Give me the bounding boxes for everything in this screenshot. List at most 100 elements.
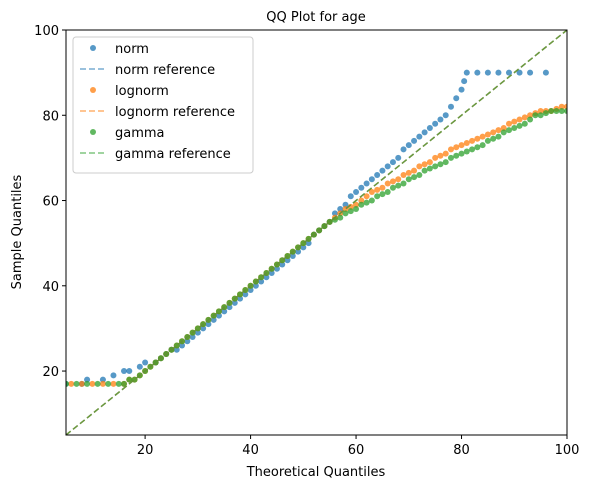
legend: norm norm reference lognorm lognorm referen…	[72, 36, 254, 174]
gamma-point	[342, 210, 349, 217]
gamma-point	[374, 193, 381, 200]
gamma-point	[411, 174, 418, 181]
legend-label: norm	[115, 42, 149, 57]
norm-point	[84, 376, 91, 383]
norm-point	[279, 261, 286, 268]
gamma-point	[500, 129, 507, 136]
norm-point	[400, 146, 407, 153]
norm-point	[289, 252, 296, 259]
gamma-point	[495, 133, 502, 140]
norm-point	[121, 368, 128, 375]
gamma-point	[548, 108, 555, 114]
norm-point	[205, 321, 212, 328]
norm-point	[173, 346, 180, 353]
norm-point	[273, 265, 280, 272]
norm-point	[426, 125, 433, 132]
norm-point	[226, 304, 233, 311]
lognorm-point	[469, 137, 476, 144]
norm-point	[258, 278, 265, 285]
gamma-point	[479, 142, 486, 149]
lognorm-point	[479, 133, 486, 140]
lognorm-point	[537, 108, 544, 114]
lognorm-point	[400, 171, 407, 178]
lognorm-point	[558, 103, 565, 110]
gamma-point	[426, 165, 433, 172]
gamma-point	[521, 120, 528, 127]
gamma-point	[537, 112, 544, 119]
norm-point	[194, 329, 201, 336]
norm-point	[474, 69, 481, 76]
norm-point	[184, 338, 191, 345]
lognorm-point	[474, 135, 481, 142]
gamma-point	[553, 108, 560, 114]
lognorm-point	[78, 380, 85, 387]
lognorm-point	[458, 142, 465, 149]
axis-ticks: 20 40 60 80 100 20 40 60 80 100	[34, 24, 579, 458]
gamma-point	[73, 380, 80, 387]
lognorm-point	[442, 150, 449, 157]
norm-point	[463, 69, 470, 76]
lognorm-point	[432, 154, 439, 161]
norm-point	[516, 69, 523, 76]
norm-point	[305, 240, 312, 247]
norm-point	[395, 154, 402, 161]
norm-point	[237, 295, 244, 302]
norm-point	[300, 244, 307, 251]
norm-point	[126, 368, 133, 375]
gamma-point	[126, 376, 133, 383]
gamma-point	[542, 110, 549, 117]
gamma-point	[368, 197, 375, 204]
gamma-point	[121, 380, 128, 387]
lognorm-point	[99, 380, 106, 387]
norm-point	[368, 176, 375, 183]
lognorm-point	[463, 139, 470, 146]
norm-point	[189, 333, 196, 340]
norm-point	[263, 274, 270, 281]
norm-point	[363, 180, 370, 187]
gamma-point	[363, 199, 370, 206]
lognorm-point	[389, 178, 396, 185]
legend-box	[72, 36, 254, 174]
x-tick-label: 80	[453, 443, 470, 458]
gamma-point	[432, 163, 439, 170]
lognorm-point	[437, 152, 444, 159]
gamma-point	[532, 112, 539, 119]
gamma-point	[421, 167, 428, 174]
lognorm-point	[405, 169, 412, 176]
x-tick-label: 20	[137, 443, 154, 458]
norm-point	[200, 325, 207, 332]
gamma-point	[105, 380, 112, 387]
lognorm-point	[416, 163, 423, 170]
plot-area	[66, 30, 567, 435]
gamma-point	[395, 182, 402, 189]
gamma-point	[94, 380, 101, 387]
norm-point	[527, 69, 534, 76]
norm-point	[284, 257, 291, 264]
lognorm-point	[395, 176, 402, 183]
gamma-point	[527, 116, 534, 123]
norm-point	[442, 112, 449, 119]
gamma-point	[405, 176, 412, 183]
gamma-point	[66, 380, 69, 387]
lognorm-point	[358, 197, 365, 204]
lognorm-point	[368, 189, 375, 195]
norm-point	[484, 69, 491, 76]
lognorm-point	[500, 125, 507, 132]
gamma-point	[389, 184, 396, 191]
x-tick-label: 100	[555, 443, 580, 458]
lognorm-point	[421, 161, 428, 168]
lognorm-point	[374, 186, 381, 193]
chart-title: QQ Plot for age	[266, 10, 365, 25]
gamma-point	[384, 189, 391, 195]
norm-point	[268, 270, 275, 276]
gamma-point	[379, 191, 386, 198]
norm-point	[384, 163, 391, 170]
norm-point	[295, 248, 302, 255]
legend-label: lognorm	[115, 84, 169, 99]
plot-marks	[66, 30, 567, 435]
gamma-reference-line	[66, 30, 567, 435]
norm-point	[242, 291, 249, 298]
gamma-point	[474, 144, 481, 151]
norm-point	[179, 342, 186, 349]
norm-point	[215, 312, 222, 319]
